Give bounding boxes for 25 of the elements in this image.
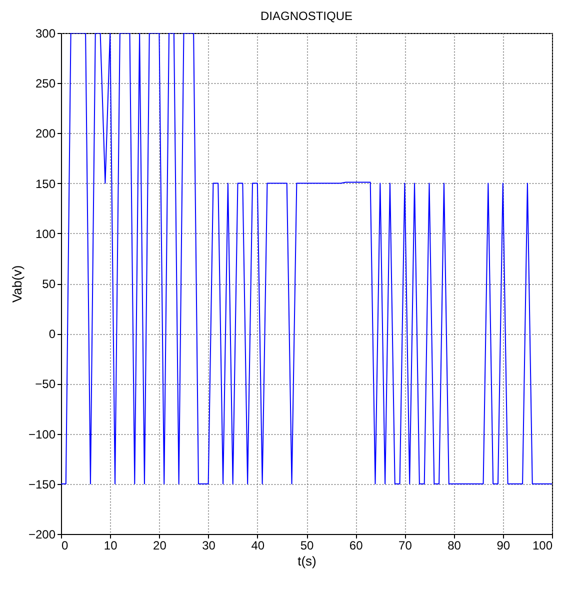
- y-tick-label: −150: [28, 477, 56, 492]
- x-tick-label: 90: [496, 538, 510, 552]
- x-tick-label: 40: [251, 538, 265, 552]
- chart-title: DIAGNOSTIQUE: [260, 9, 353, 23]
- x-tick-label: 50: [300, 538, 314, 552]
- y-tick-label: 300: [35, 26, 56, 40]
- y-tick-label: 250: [35, 76, 56, 91]
- y-tick-label: −100: [28, 427, 56, 442]
- x-tick-label: 70: [398, 538, 412, 552]
- y-tick-label: 200: [35, 126, 56, 141]
- x-tick-label: 10: [104, 538, 118, 552]
- y-tick-label: 50: [42, 277, 56, 291]
- x-tick-label: 30: [202, 538, 216, 552]
- y-axis-title: Vab(v): [9, 265, 24, 303]
- y-tick-label: 100: [35, 226, 56, 241]
- y-tick-label: −50: [35, 377, 56, 392]
- y-tick-label: 150: [35, 176, 56, 191]
- x-axis-title: t(s): [298, 554, 316, 568]
- y-tick-label: −200: [28, 528, 56, 542]
- x-tick-label: 60: [349, 538, 364, 552]
- x-tick-label: 80: [448, 538, 462, 552]
- y-tick-label: 0: [48, 327, 56, 342]
- x-tick-label: 100: [532, 538, 553, 552]
- x-tick-label: 0: [62, 538, 68, 552]
- x-tick-label: 20: [153, 538, 167, 552]
